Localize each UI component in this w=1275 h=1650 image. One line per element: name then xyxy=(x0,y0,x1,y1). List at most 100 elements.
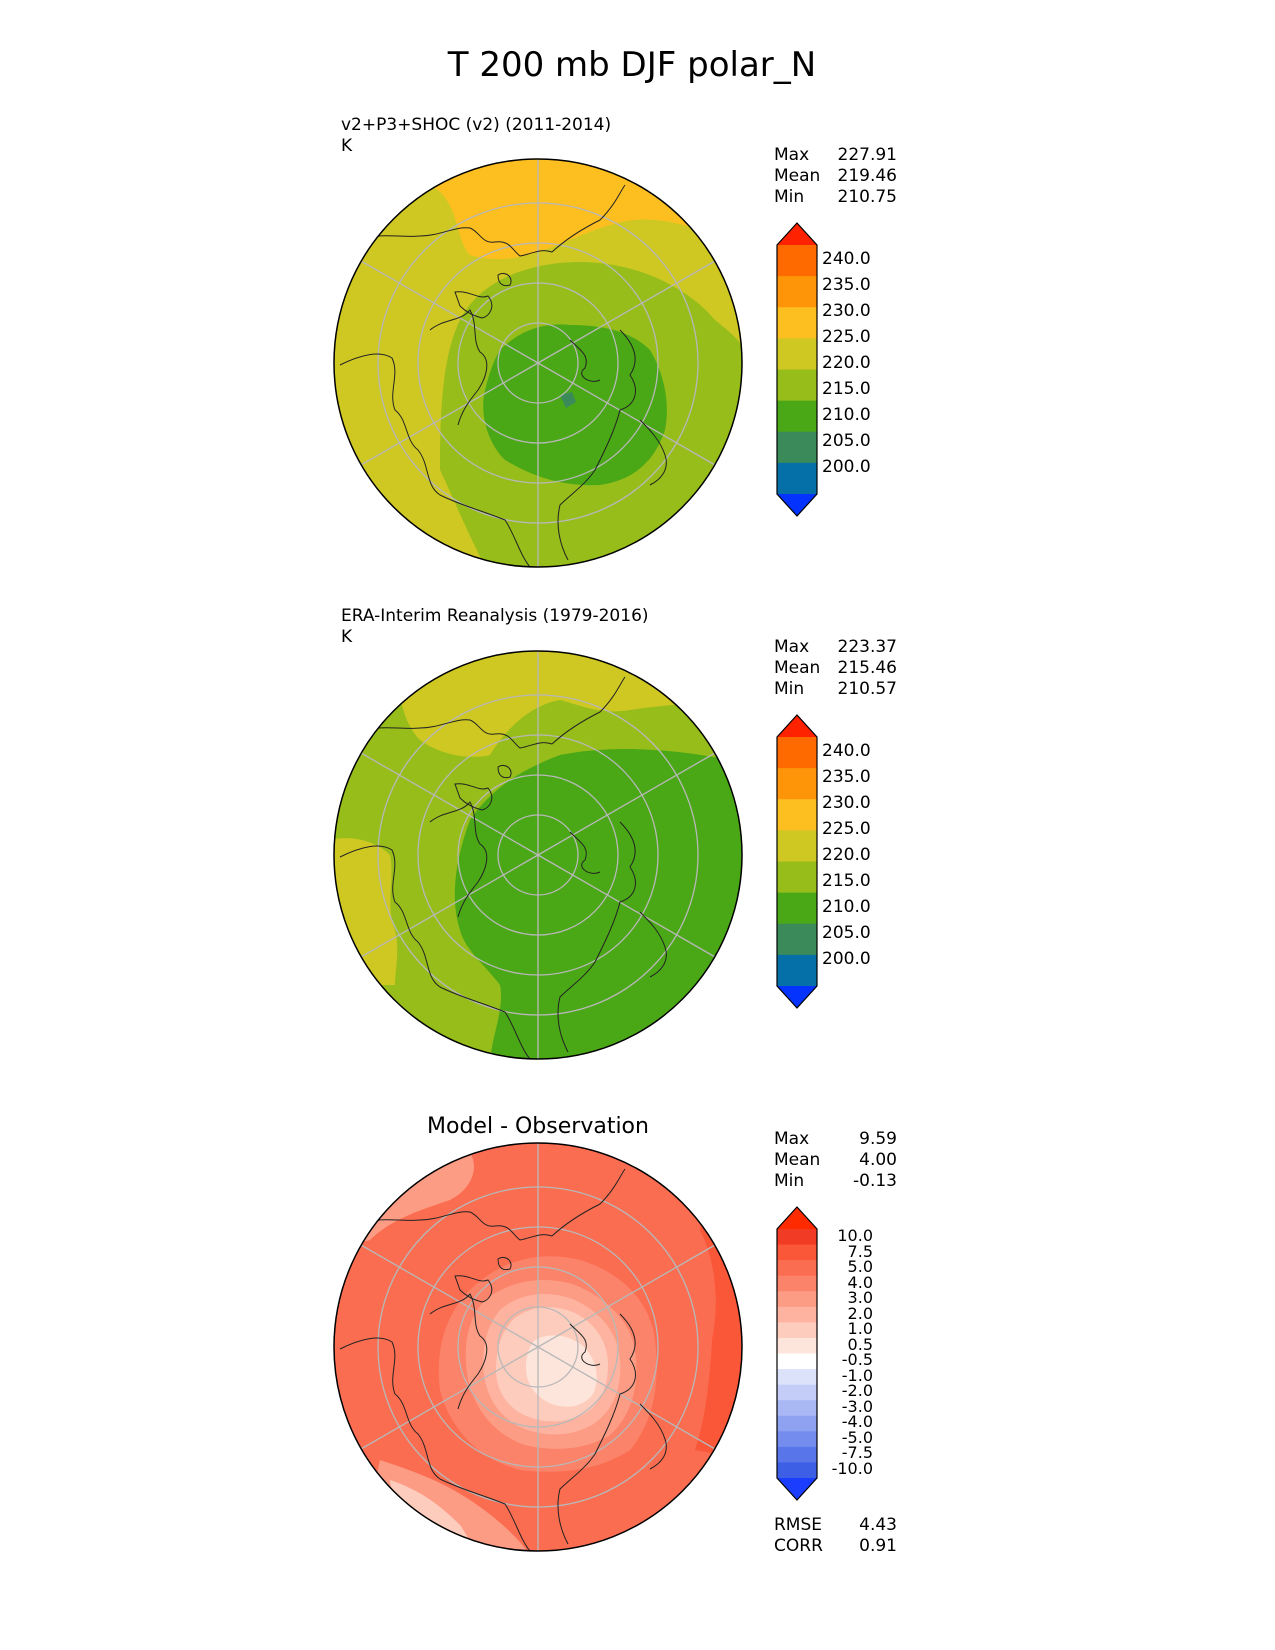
colorbar-tick-label: -4.0 xyxy=(842,1412,873,1431)
colorbar-segment xyxy=(777,861,817,894)
colorbar-tick-label: 230.0 xyxy=(822,793,871,813)
colorbar-tick-label: 2.0 xyxy=(848,1304,873,1323)
colorbar-extend-max xyxy=(777,223,817,245)
colorbar-tick-label: 205.0 xyxy=(822,923,871,943)
colorbar-segment xyxy=(777,400,817,433)
colorbar-segment xyxy=(777,1369,817,1386)
colorbar-tick-label: 7.5 xyxy=(848,1242,873,1261)
colorbar-tick-label: 240.0 xyxy=(822,741,871,761)
colorbar-tick-label: 210.0 xyxy=(822,405,871,425)
colorbar-segment xyxy=(777,1415,817,1432)
colorbar-extend-max xyxy=(777,1207,817,1229)
colorbar-segment xyxy=(777,768,817,800)
colorbar-tick-label: -2.0 xyxy=(842,1381,873,1400)
colorbar-segment xyxy=(777,737,817,769)
figure-title: T 200 mb DJF polar_N xyxy=(447,45,816,85)
colorbar-tick-label: 225.0 xyxy=(822,327,871,347)
colorbar-segment xyxy=(777,1353,817,1370)
stat-label: Mean xyxy=(774,658,820,678)
colorbar-segment xyxy=(777,954,817,987)
panel-observation-coastlines xyxy=(339,676,667,1059)
stat-value: 210.75 xyxy=(838,187,897,207)
colorbar-segment xyxy=(777,462,817,495)
colorbar-outline xyxy=(776,714,818,1009)
stat-value: 0.91 xyxy=(859,1536,897,1556)
stat-value: -0.13 xyxy=(853,1171,897,1191)
colorbar-segment xyxy=(777,1244,817,1261)
field-level-220-225-west xyxy=(334,838,398,985)
stat-value: 227.91 xyxy=(838,145,897,165)
panel-observation-map xyxy=(334,651,742,1059)
colorbar-tick-label: 200.0 xyxy=(822,949,871,969)
colorbar-tick-label: 220.0 xyxy=(822,845,871,865)
panel-difference-bottom-stats: RMSE 4.43 CORR 0.91 xyxy=(774,1515,897,1556)
colorbar-segment xyxy=(777,1337,817,1354)
stat-value: 9.59 xyxy=(859,1129,897,1149)
panel-model-gridlines xyxy=(360,159,716,567)
panel-observation: ERA-Interim Reanalysis (1979-2016) K xyxy=(333,606,897,1060)
stat-value: 223.37 xyxy=(838,637,897,657)
panel-difference-coastlines xyxy=(339,1168,667,1551)
panel-observation-title: ERA-Interim Reanalysis (1979-2016) xyxy=(341,606,649,626)
colorbar-outline xyxy=(776,222,818,517)
colorbar-tick-label: 240.0 xyxy=(822,249,871,269)
colorbar-tick-label: 200.0 xyxy=(822,457,871,477)
panel-observation-frame xyxy=(333,650,743,1060)
colorbar-tick-labels: 240.0 235.0 230.0 225.0 220.0 215.0 210.… xyxy=(822,249,871,477)
field-level-210-215 xyxy=(454,748,742,1059)
colorbar-segment xyxy=(777,1306,817,1323)
colorbar-outline xyxy=(776,1206,818,1501)
panel-model-title: v2+P3+SHOC (v2) (2011-2014) xyxy=(341,115,611,135)
panel-difference-colorbar: 10.0 7.5 5.0 4.0 3.0 2.0 1.0 0.5 -0.5 -1… xyxy=(776,1206,873,1501)
colorbar-extend-max xyxy=(777,715,817,737)
colorbar-segment xyxy=(777,338,817,370)
stat-value: 219.46 xyxy=(838,166,897,186)
colorbar-tick-label: -10.0 xyxy=(832,1459,873,1478)
colorbar-segment xyxy=(777,307,817,339)
colorbar-tick-label: -1.0 xyxy=(842,1366,873,1385)
colorbar-segment xyxy=(777,923,817,956)
colorbar-segment xyxy=(777,1275,817,1292)
stat-label: RMSE xyxy=(774,1515,822,1535)
stat-label: Min xyxy=(774,1171,804,1191)
colorbar-tick-label: 4.0 xyxy=(848,1273,873,1292)
panel-model-frame xyxy=(333,158,743,568)
panel-model-units: K xyxy=(341,136,353,156)
colorbar-segment xyxy=(777,1431,817,1448)
colorbar-segment xyxy=(777,892,817,925)
colorbar-segment xyxy=(777,1462,817,1479)
colorbar-segment xyxy=(777,1229,817,1246)
panel-observation-units: K xyxy=(341,627,353,647)
stat-label: Max xyxy=(774,1129,809,1149)
colorbar-segment xyxy=(777,1291,817,1308)
colorbar-tick-label: 0.5 xyxy=(848,1335,873,1354)
colorbar-tick-label: 1.0 xyxy=(848,1319,873,1338)
field-level-205-210 xyxy=(560,392,576,408)
panel-difference-title: Model - Observation xyxy=(427,1114,649,1139)
panel-observation-gridlines xyxy=(360,651,716,1059)
panel-model-colorbar: 240.0 235.0 230.0 225.0 220.0 215.0 210.… xyxy=(776,222,871,517)
colorbar-tick-label: 215.0 xyxy=(822,871,871,891)
colorbar-tick-label: 5.0 xyxy=(848,1257,873,1276)
colorbar-segment xyxy=(777,1400,817,1417)
colorbar-tick-label: 3.0 xyxy=(848,1288,873,1307)
colorbar-segment xyxy=(777,245,817,277)
colorbar-extend-min xyxy=(777,986,817,1008)
panel-model: v2+P3+SHOC (v2) (2011-2014) K xyxy=(333,115,897,568)
colorbar-segment xyxy=(777,830,817,862)
field-level-210-215 xyxy=(483,324,667,486)
panel-difference-gridlines xyxy=(360,1143,716,1551)
field-level-220-225 xyxy=(400,651,700,757)
colorbar-extend-min xyxy=(777,494,817,516)
stat-value: 215.46 xyxy=(838,658,897,678)
colorbar-tick-labels: 10.0 7.5 5.0 4.0 3.0 2.0 1.0 0.5 -0.5 -1… xyxy=(832,1226,873,1478)
colorbar-tick-label: 235.0 xyxy=(822,275,871,295)
colorbar-tick-label: 230.0 xyxy=(822,301,871,321)
colorbar-tick-label: 215.0 xyxy=(822,379,871,399)
stat-label: Min xyxy=(774,187,804,207)
colorbar-segment xyxy=(777,1322,817,1339)
panel-observation-colorbar: 240.0 235.0 230.0 225.0 220.0 215.0 210.… xyxy=(776,714,871,1009)
colorbar-segment xyxy=(777,369,817,402)
colorbar-segment xyxy=(777,431,817,464)
